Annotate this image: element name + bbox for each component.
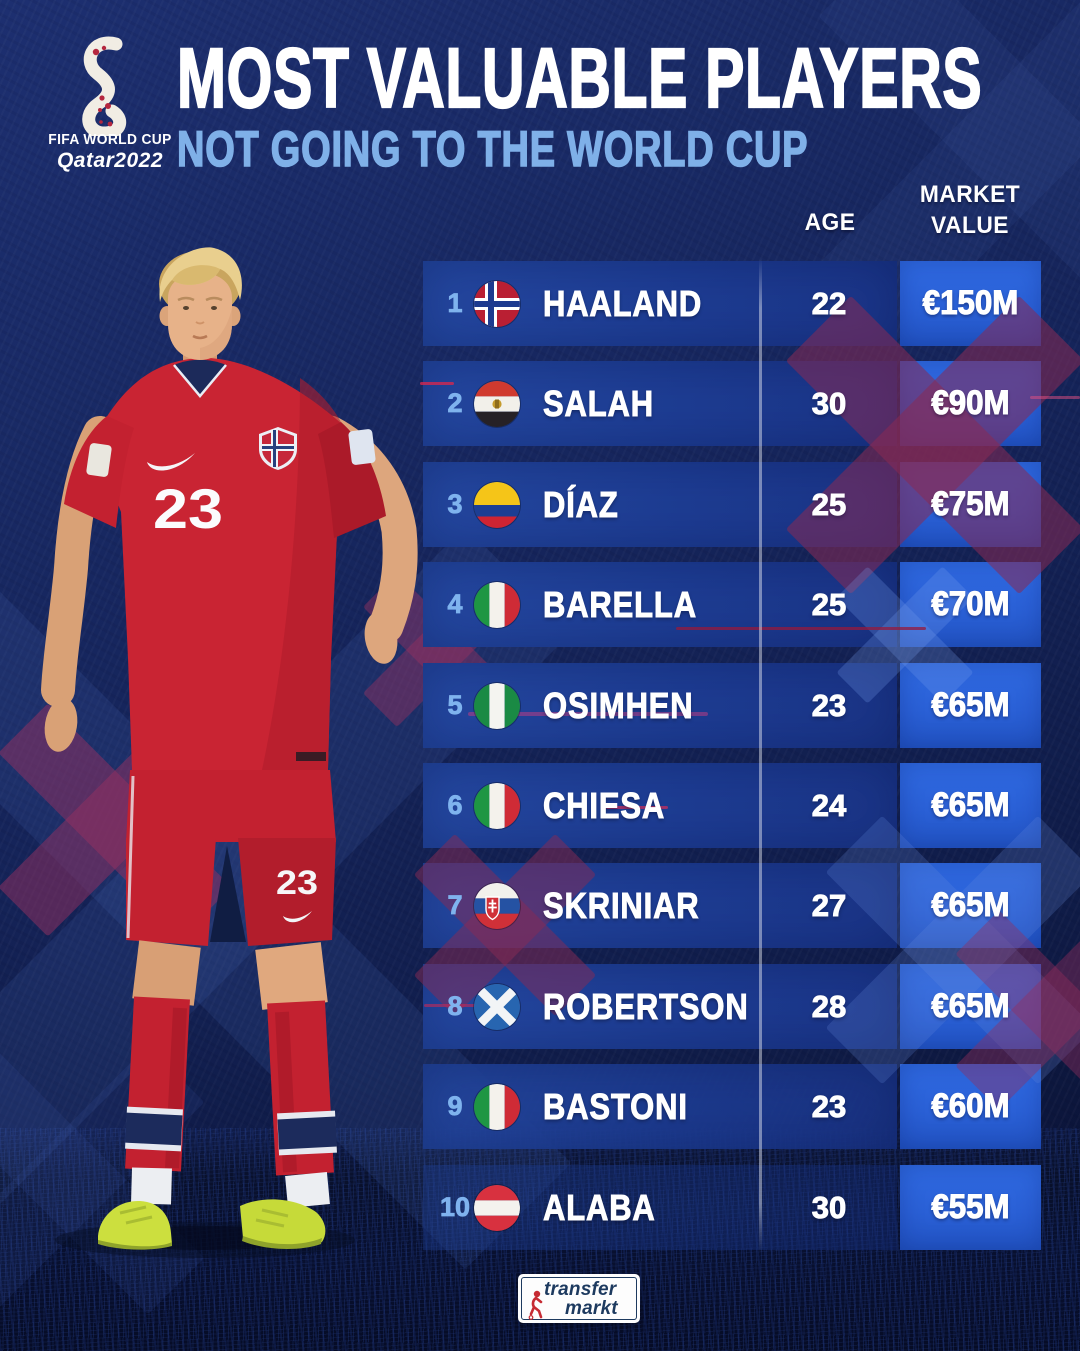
table-row: 2 SALAH 30 €90M [423, 361, 1041, 446]
player-name: DÍAZ [543, 483, 619, 525]
rank: 3 [447, 489, 463, 520]
flag-scotland-icon [474, 983, 520, 1030]
market-value: €65M [931, 885, 1010, 924]
rank: 9 [447, 1091, 463, 1122]
fifa-world-cup-logo: FIFA WORLD CUP Qatar2022 [44, 36, 176, 182]
player-name: CHIESA [543, 784, 666, 826]
player-age: 23 [811, 1088, 847, 1124]
table-row: 4 BARELLA 25 €70M [423, 562, 1041, 647]
market-value: €60M [931, 1086, 1010, 1125]
jersey-number: 23 [153, 477, 223, 540]
table-row: 8 ROBERTSON 28 €65M [423, 964, 1041, 1049]
player-name: BARELLA [543, 583, 697, 625]
red-line-decoration [468, 712, 708, 716]
world-cup-emblem-icon [82, 36, 127, 140]
fifa-world-cup-text: FIFA WORLD CUP [48, 132, 172, 148]
shorts-number: 23 [276, 864, 318, 902]
red-line-decoration [676, 627, 926, 630]
player-name: SALAH [543, 382, 654, 424]
transfermarkt-text-line2: markt [565, 1298, 618, 1319]
rank: 6 [447, 790, 463, 821]
player-photo-haaland: 23 23 [41, 247, 418, 1258]
transfermarkt-logo-frame: transfer markt [521, 1277, 637, 1320]
player-age: 27 [811, 887, 847, 923]
transfermarkt-player-icon [528, 1290, 543, 1320]
player-age: 28 [811, 988, 847, 1024]
norway-crest [259, 427, 297, 470]
flag-colombia-icon [474, 481, 520, 528]
player-name: ROBERTSON [543, 985, 749, 1027]
rank: 1 [447, 288, 463, 319]
rank: 10 [439, 1192, 471, 1223]
player-age: 23 [811, 687, 847, 723]
rank: 4 [447, 589, 463, 620]
flag-austria-icon [474, 1184, 520, 1231]
red-line-decoration [424, 1004, 520, 1007]
column-divider-line [759, 258, 762, 1253]
flag-norway-icon [474, 280, 520, 327]
rank: 5 [447, 690, 463, 721]
player-age: 30 [811, 385, 847, 421]
market-value-cell-background [900, 763, 1041, 848]
player-name: HAALAND [543, 282, 703, 324]
player-age: 25 [811, 486, 847, 522]
flag-egypt-icon [474, 380, 520, 427]
flag-italy-icon [474, 581, 520, 628]
player-name: SKRINIAR [543, 884, 700, 926]
table-row: 10 ALABA 30 €55M [423, 1165, 1041, 1250]
market-value: €75M [931, 484, 1010, 523]
flag-italy-icon [474, 1083, 520, 1130]
player-name: BASTONI [543, 1085, 688, 1127]
market-value: €65M [931, 986, 1010, 1025]
market-value: €90M [931, 383, 1010, 422]
player-age: 25 [811, 586, 847, 622]
transfermarkt-text-line1: transfer [544, 1279, 617, 1300]
qatar-2022-text: Qatar2022 [56, 149, 164, 172]
table-row: 3 DÍAZ 25 €75M [423, 462, 1041, 547]
market-value: €65M [931, 785, 1010, 824]
market-value: €150M [922, 283, 1019, 322]
player-name: ALABA [543, 1186, 656, 1228]
table-row: 1 HAALAND 22 €150M [423, 261, 1041, 346]
table-row: 5 OSIMHEN 23 €65M [423, 663, 1041, 748]
flag-slovakia-icon [474, 882, 520, 929]
transfermarkt-logo: transfer markt [518, 1274, 640, 1323]
player-age: 24 [811, 787, 847, 823]
player-age: 22 [811, 285, 847, 321]
player-name: OSIMHEN [543, 684, 694, 726]
table-row: 6 CHIESA 24 €65M [423, 763, 1041, 848]
red-line-decoration [420, 382, 454, 385]
market-value: €70M [931, 584, 1010, 623]
page-subtitle: NOT GOING TO THE WORLD CUP [176, 121, 809, 177]
player-age: 30 [811, 1189, 847, 1225]
flag-italy-icon [474, 782, 520, 829]
flag-nigeria-icon [474, 682, 520, 729]
column-header-age: AGE [804, 209, 856, 236]
market-value: €55M [931, 1187, 1010, 1226]
market-value-cell-background [900, 1165, 1041, 1250]
red-line-decoration [1030, 396, 1080, 399]
market-header-line1: MARKET [919, 181, 1021, 208]
rank: 2 [447, 388, 463, 419]
market-value: €65M [931, 685, 1010, 724]
fifa-wordmark: FIFA WORLD CUP Qatar2022 [44, 132, 176, 173]
page-title: MOST VALUABLE PLAYERS [176, 31, 983, 125]
red-line-decoration [606, 806, 668, 809]
column-header-market-value: MARKET VALUE [901, 179, 1040, 241]
rank: 7 [447, 890, 463, 921]
rank: 8 [447, 991, 463, 1022]
table-row: 9 BASTONI 23 €60M [423, 1064, 1041, 1149]
market-header-line2: VALUE [931, 212, 1009, 239]
